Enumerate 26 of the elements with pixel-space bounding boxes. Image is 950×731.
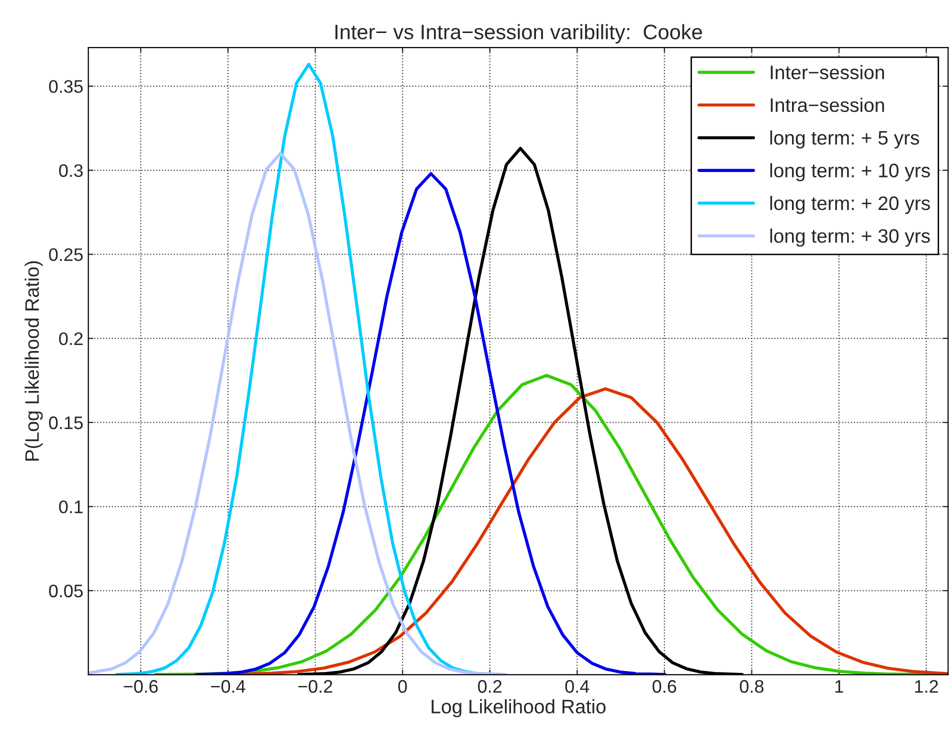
x-tick-label: 0.8: [740, 680, 764, 693]
legend-label: Intra−session: [770, 98, 884, 112]
legend-label: long term: + 30 yrs: [770, 228, 930, 247]
y-tick-label: 0.3: [59, 164, 83, 177]
x-axis-title: Log Likelihood Ratio: [432, 699, 606, 718]
legend-label: long term: + 20 yrs: [770, 196, 930, 214]
legend-label: long term: + 10 yrs: [770, 163, 930, 182]
x-tick-label: −0.2: [298, 680, 332, 693]
x-tick-label: −0.4: [211, 680, 246, 693]
y-tick-label: 0.1: [59, 500, 83, 514]
y-axis-title: P(Log Likelihood Ratio): [24, 261, 43, 461]
chart-title: Inter− vs Intra−session varibility: Cooke: [335, 24, 702, 44]
x-tick-label: 0.2: [478, 680, 502, 693]
x-tick-label: 1.2: [915, 680, 938, 693]
legend-label: long term: + 5 yrs: [770, 130, 920, 149]
x-tick-label: 0.6: [652, 680, 676, 693]
y-tick-label: 0.2: [59, 332, 83, 346]
x-tick-label: 0.4: [565, 680, 590, 693]
y-tick-label: 0.15: [49, 416, 83, 430]
y-tick-label: 0.35: [49, 80, 83, 93]
y-tick-label: 0.05: [49, 584, 83, 598]
x-tick-label: −0.6: [124, 680, 158, 693]
x-tick-label: 1: [835, 680, 844, 693]
y-tick-label: 0.25: [49, 248, 83, 262]
x-tick-label: 0: [398, 680, 407, 693]
legend-label: Inter−session: [770, 65, 884, 80]
